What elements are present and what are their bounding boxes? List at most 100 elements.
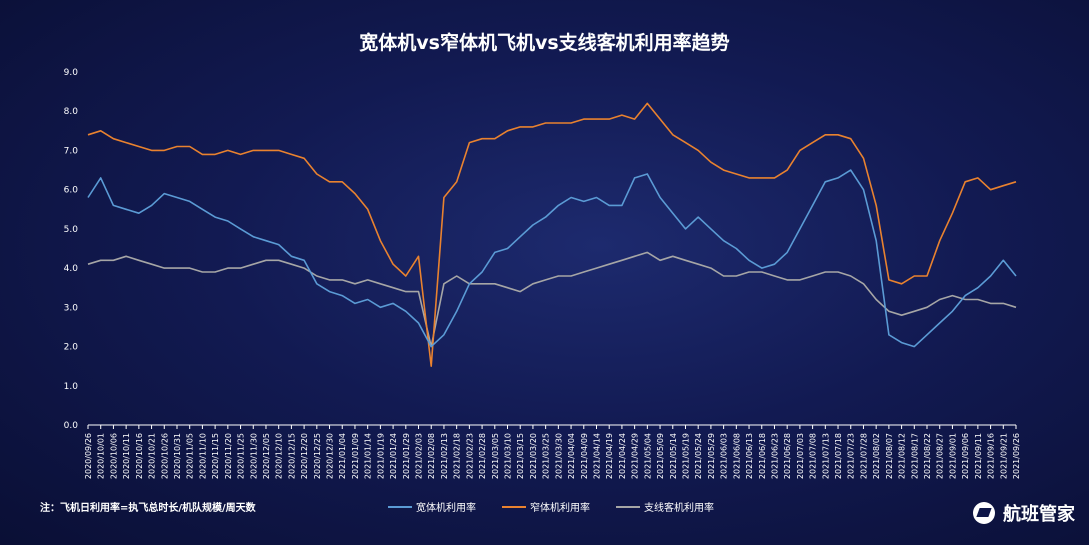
- x-tick-label: 2020/12/30: [326, 433, 335, 479]
- x-tick-label: 2021/07/08: [809, 433, 818, 479]
- x-tick-label: 2021/07/13: [821, 433, 830, 479]
- y-tick-label: 8.0: [64, 107, 79, 117]
- x-tick-label: 2021/05/04: [643, 433, 652, 479]
- x-tick-label: 2020/10/31: [173, 433, 182, 479]
- legend-swatch-wide: [388, 505, 412, 508]
- x-tick-label: 2021/09/11: [974, 433, 983, 479]
- legend-swatch-narrow: [502, 505, 526, 508]
- legend-swatch-regional: [616, 505, 640, 508]
- x-tick-label: 2021/05/19: [681, 433, 690, 479]
- brand-logo: 航班管家: [973, 500, 1075, 526]
- x-tick-label: 2020/10/11: [122, 433, 131, 479]
- x-tick-label: 2021/03/10: [504, 433, 513, 479]
- x-tick-label: 2020/12/25: [313, 433, 322, 479]
- x-tick-label: 2021/01/29: [402, 433, 411, 479]
- footnote: 注：飞机日利用率=执飞总时长/机队规模/周天数: [40, 503, 256, 514]
- series-line-wide: [87, 169, 1017, 348]
- legend-label-narrow: 窄体机利用率: [530, 503, 590, 514]
- x-tick-label: 2020/11/30: [249, 433, 258, 479]
- x-tick-label: 2021/08/17: [910, 433, 919, 479]
- x-tick-label: 2020/12/15: [287, 433, 296, 479]
- x-tick-label: 2021/04/09: [580, 433, 589, 479]
- x-tick-label: 2020/12/10: [275, 433, 284, 479]
- x-tick-label: 2021/05/29: [707, 433, 716, 479]
- x-tick-label: 2020/11/25: [237, 433, 246, 479]
- x-tick-label: 2020/10/26: [160, 433, 169, 479]
- x-tick-label: 2020/11/15: [211, 433, 220, 479]
- y-tick-label: 6.0: [64, 186, 79, 196]
- y-tick-label: 9.0: [64, 68, 79, 78]
- x-tick-label: 2021/04/04: [567, 433, 576, 479]
- x-tick-label: 2021/07/18: [834, 433, 843, 479]
- x-tick-label: 2021/03/15: [516, 433, 525, 479]
- x-tick-label: 2020/11/05: [186, 433, 195, 479]
- x-tick-label: 2020/12/05: [262, 433, 271, 479]
- x-tick-label: 2021/02/28: [478, 433, 487, 479]
- x-tick-label: 2021/08/02: [872, 433, 881, 479]
- x-tick-label: 2021/07/28: [859, 433, 868, 479]
- x-tick-label: 2021/08/22: [923, 433, 932, 479]
- x-tick-label: 2021/02/03: [415, 433, 424, 479]
- x-tick-label: 2021/05/09: [656, 433, 665, 479]
- y-tick-label: 2.0: [64, 343, 79, 353]
- x-tick-label: 2020/10/06: [109, 433, 118, 479]
- x-tick-label: 2021/05/14: [669, 433, 678, 479]
- x-tick-label: 2020/09/26: [84, 433, 93, 479]
- x-tick-label: 2021/01/24: [389, 433, 398, 479]
- legend-item-regional: 支线客机利用率: [616, 499, 714, 514]
- x-tick-label: 2020/10/01: [97, 433, 106, 479]
- y-tick-label: 1.0: [64, 382, 79, 392]
- brand-name: 航班管家: [1003, 504, 1075, 525]
- y-tick-label: 4.0: [64, 264, 79, 274]
- x-tick-label: 2021/01/19: [376, 433, 385, 479]
- x-tick-label: 2021/05/24: [694, 433, 703, 479]
- x-tick-label: 2021/09/16: [987, 433, 996, 479]
- x-tick-label: 2021/03/30: [554, 433, 563, 479]
- x-tick-label: 2021/06/18: [758, 433, 767, 479]
- x-tick-label: 2021/08/07: [885, 433, 894, 479]
- x-tick-label: 2021/09/06: [961, 433, 970, 479]
- x-tick-label: 2021/02/13: [440, 433, 449, 479]
- x-tick-label: 2020/10/16: [135, 433, 144, 479]
- x-tick-label: 2020/11/10: [198, 433, 207, 479]
- x-tick-label: 2021/09/01: [948, 433, 957, 479]
- legend-item-wide: 宽体机利用率: [388, 499, 476, 514]
- x-tick-label: 2021/06/08: [732, 433, 741, 479]
- y-tick-label: 0.0: [64, 421, 79, 431]
- x-tick-label: 2021/06/13: [745, 433, 754, 479]
- x-tick-label: 2021/08/27: [936, 433, 945, 479]
- plane-logo-icon: [973, 502, 995, 524]
- x-tick-label: 2021/09/21: [999, 433, 1008, 479]
- series-line-regional: [87, 251, 1017, 348]
- x-tick-label: 2021/02/23: [465, 433, 474, 479]
- x-tick-label: 2021/04/24: [618, 433, 627, 479]
- x-tick-label: 2021/09/26: [1012, 433, 1021, 479]
- x-tick-label: 2021/04/19: [605, 433, 614, 479]
- x-tick-label: 2020/12/20: [300, 433, 309, 479]
- x-tick-label: 2021/04/29: [631, 433, 640, 479]
- x-tick-label: 2021/03/25: [542, 433, 551, 479]
- x-tick-label: 2021/01/09: [351, 433, 360, 479]
- x-tick-label: 2021/03/05: [491, 433, 500, 479]
- x-tick-label: 2021/03/20: [529, 433, 538, 479]
- x-tick-label: 2021/04/14: [592, 433, 601, 479]
- x-tick-label: 2021/02/18: [453, 433, 462, 479]
- x-tick-label: 2021/06/03: [720, 433, 729, 479]
- x-tick-label: 2021/02/08: [427, 433, 436, 479]
- x-tick-label: 2021/07/23: [847, 433, 856, 479]
- legend-label-wide: 宽体机利用率: [416, 503, 476, 514]
- x-tick-label: 2021/01/14: [364, 433, 373, 479]
- x-tick-label: 2020/11/20: [224, 433, 233, 479]
- x-tick-label: 2020/10/21: [148, 433, 157, 479]
- x-tick-label: 2021/07/03: [796, 433, 805, 479]
- chart-title: 宽体机vs窄体机飞机vs支线客机利用率趋势: [359, 32, 730, 54]
- legend-label-regional: 支线客机利用率: [644, 503, 714, 514]
- x-tick-label: 2021/01/04: [338, 433, 347, 479]
- legend-item-narrow: 窄体机利用率: [502, 499, 590, 514]
- x-tick-label: 2021/08/12: [898, 433, 907, 479]
- legend: 宽体机利用率 窄体机利用率 支线客机利用率: [388, 499, 714, 514]
- series-line-narrow: [87, 102, 1017, 368]
- y-tick-label: 5.0: [64, 225, 79, 235]
